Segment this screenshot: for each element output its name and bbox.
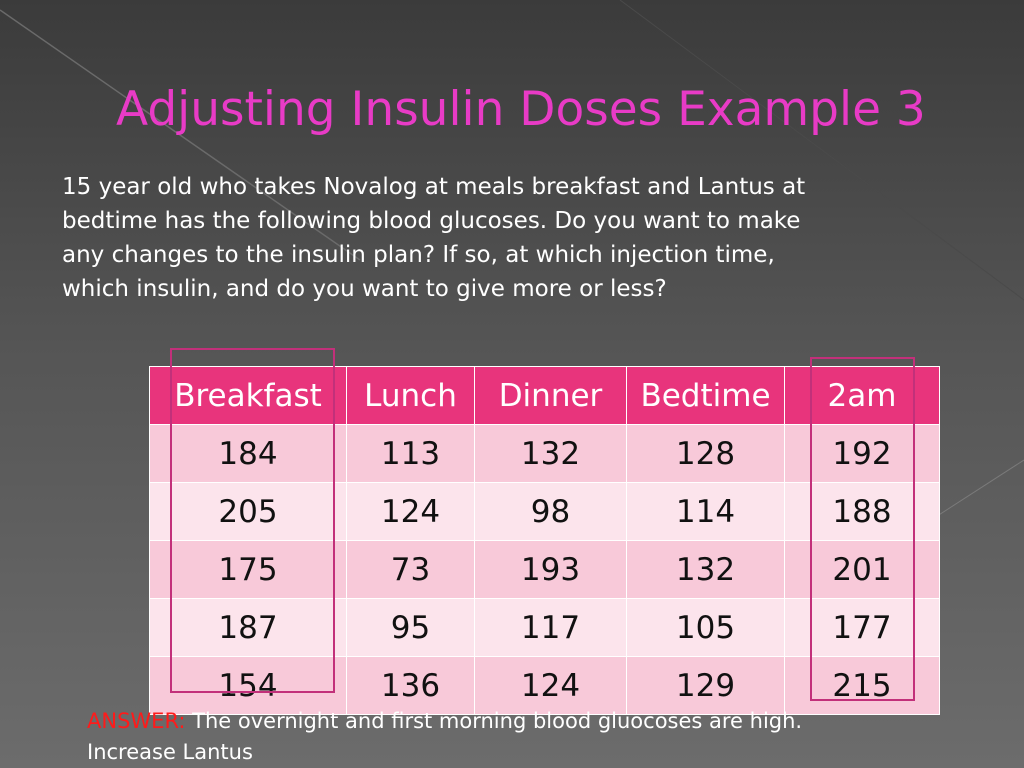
- table-cell: 205: [149, 482, 347, 541]
- answer-line-2: Increase Lantus: [87, 740, 253, 764]
- table-cell: 95: [346, 598, 475, 657]
- table-cell: 132: [474, 424, 627, 483]
- answer-text: ANSWER: The overnight and first morning …: [87, 706, 987, 768]
- header-dinner: Dinner: [474, 366, 627, 425]
- table-cell: 98: [474, 482, 627, 541]
- table-cell: 124: [346, 482, 475, 541]
- 2am-column-highlight: [810, 357, 915, 701]
- question-line: 15 year old who takes Novalog at meals b…: [62, 174, 806, 200]
- answer-label: ANSWER:: [87, 709, 186, 733]
- table-cell: 114: [626, 482, 785, 541]
- table-cell: 124: [474, 656, 627, 715]
- table-cell: 105: [626, 598, 785, 657]
- question-text: 15 year old who takes Novalog at meals b…: [62, 170, 962, 306]
- table-cell: 117: [474, 598, 627, 657]
- breakfast-column-highlight: [170, 348, 335, 693]
- header-lunch: Lunch: [346, 366, 475, 425]
- slide-title: Adjusting Insulin Doses Example 3: [116, 82, 926, 137]
- table-cell: 129: [626, 656, 785, 715]
- table-cell: 184: [149, 424, 347, 483]
- answer-line-1: The overnight and first morning blood gl…: [185, 709, 803, 733]
- question-line: any changes to the insulin plan? If so, …: [62, 242, 775, 268]
- table-cell: 132: [626, 540, 785, 599]
- table-cell: 73: [346, 540, 475, 599]
- question-line: bedtime has the following blood glucoses…: [62, 208, 801, 234]
- table-cell: 175: [149, 540, 347, 599]
- table-cell: 193: [474, 540, 627, 599]
- header-bedtime: Bedtime: [626, 366, 785, 425]
- question-line: which insulin, and do you want to give m…: [62, 276, 667, 302]
- table-cell: 154: [149, 656, 347, 715]
- table-cell: 113: [346, 424, 475, 483]
- table-cell: 136: [346, 656, 475, 715]
- table-cell: 128: [626, 424, 785, 483]
- table-row: 175 73 193 132 201: [149, 540, 940, 599]
- header-breakfast: Breakfast: [149, 366, 347, 425]
